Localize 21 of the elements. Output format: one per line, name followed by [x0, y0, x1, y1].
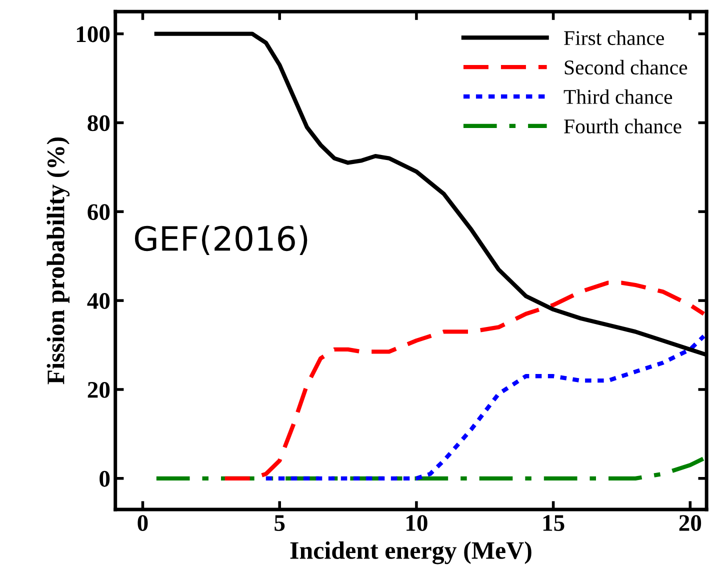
- y-tick-label: 40: [87, 293, 110, 309]
- x-tick-label: 5: [274, 515, 285, 531]
- line-series: [222, 280, 706, 480]
- x-tick-label: 15: [543, 515, 564, 531]
- legend-label: Third chance: [564, 89, 672, 104]
- y-tick-label: 100: [76, 26, 110, 42]
- y-axis-title: Fission probability (%): [46, 138, 70, 384]
- line-series: [154, 456, 706, 480]
- x-tick-label: 10: [406, 515, 428, 531]
- legend-label: Fourth chance: [564, 118, 682, 134]
- y-tick-label: 80: [88, 115, 110, 132]
- y-tick-label: 20: [88, 382, 110, 398]
- annotation: GEF(2016): [134, 225, 308, 255]
- legend-label: First chance: [564, 30, 664, 46]
- x-axis-title: Incident energy (MeV): [290, 541, 532, 564]
- y-tick-label: 0: [100, 470, 110, 487]
- y-tick-label: 60: [88, 204, 110, 220]
- line-series: [264, 334, 706, 480]
- x-tick-label: 0: [138, 515, 148, 531]
- legend-label: Second chance: [564, 60, 688, 75]
- x-tick-label: 20: [679, 515, 702, 531]
